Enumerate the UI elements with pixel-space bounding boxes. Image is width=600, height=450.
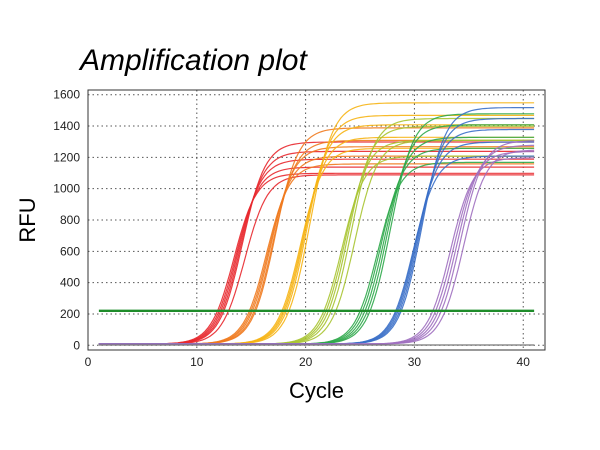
curves <box>98 102 535 345</box>
amplification-curve <box>98 139 535 345</box>
amplification-curve <box>98 141 535 345</box>
y-tick-label: 0 <box>73 338 80 352</box>
amplification-curve <box>98 136 535 345</box>
amplification-curve <box>98 139 535 345</box>
y-tick-label: 200 <box>60 307 80 321</box>
y-tick-label: 1400 <box>53 119 80 133</box>
amplification-curve <box>98 147 535 345</box>
reference-lines <box>98 309 535 346</box>
x-axis-label: Cycle <box>289 378 344 403</box>
x-tick-label: 10 <box>190 355 204 369</box>
amplification-curve <box>98 139 535 345</box>
amplification-curve <box>98 147 535 345</box>
amplification-curve <box>98 141 535 345</box>
x-tick-label: 20 <box>299 355 313 369</box>
amplification-curve <box>98 166 535 345</box>
amplification-curve <box>98 174 535 345</box>
x-tick-label: 0 <box>85 355 92 369</box>
grid <box>88 90 545 350</box>
y-tick-label: 600 <box>60 244 80 258</box>
amplification-curve <box>98 136 535 345</box>
x-tick-label: 30 <box>408 355 422 369</box>
y-tick-label: 400 <box>60 276 80 290</box>
x-tick-label: 40 <box>517 355 531 369</box>
y-tick-label: 1000 <box>53 182 80 196</box>
y-tick-label: 1600 <box>53 88 80 102</box>
amplification-curve <box>98 149 535 345</box>
y-axis-label: RFU <box>15 197 40 242</box>
amplification-curve <box>98 146 535 345</box>
chart-title: Amplification plot <box>80 44 307 77</box>
amplification-curve <box>98 140 535 345</box>
y-tick-label: 800 <box>60 213 80 227</box>
plot-frame <box>87 89 546 351</box>
y-tick-label: 1200 <box>53 150 80 164</box>
